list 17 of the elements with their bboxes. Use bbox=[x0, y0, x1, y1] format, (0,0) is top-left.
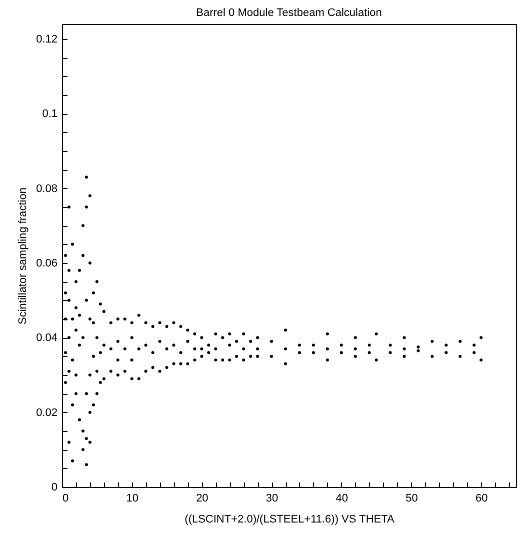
chart-title: Barrel 0 Module Testbeam Calculation bbox=[196, 7, 382, 19]
y-tick-label: 0.1 bbox=[42, 108, 58, 120]
x-tick-label: 0 bbox=[62, 492, 69, 504]
y-tick-label: 0.02 bbox=[36, 406, 58, 419]
x-tick-label: 10 bbox=[126, 492, 138, 504]
y-tick-label: 0.06 bbox=[36, 257, 58, 270]
x-axis-title: ((LSCINT+2.0)/(LSTEEL+11.6)) VS THETA bbox=[184, 514, 395, 526]
y-tick-label: 0.08 bbox=[36, 182, 58, 195]
y-tick-label: 0.12 bbox=[36, 33, 58, 46]
x-tick-label: 20 bbox=[196, 492, 208, 504]
x-tick-label: 60 bbox=[475, 492, 488, 504]
y-tick-label: 0 bbox=[51, 482, 58, 494]
x-tick-label: 40 bbox=[336, 492, 348, 504]
y-tick-label: 0.04 bbox=[36, 332, 58, 344]
y-axis-title: Scintillator sampling fraction bbox=[17, 188, 30, 324]
x-tick-label: 30 bbox=[266, 492, 278, 504]
x-tick-label: 50 bbox=[406, 492, 418, 504]
